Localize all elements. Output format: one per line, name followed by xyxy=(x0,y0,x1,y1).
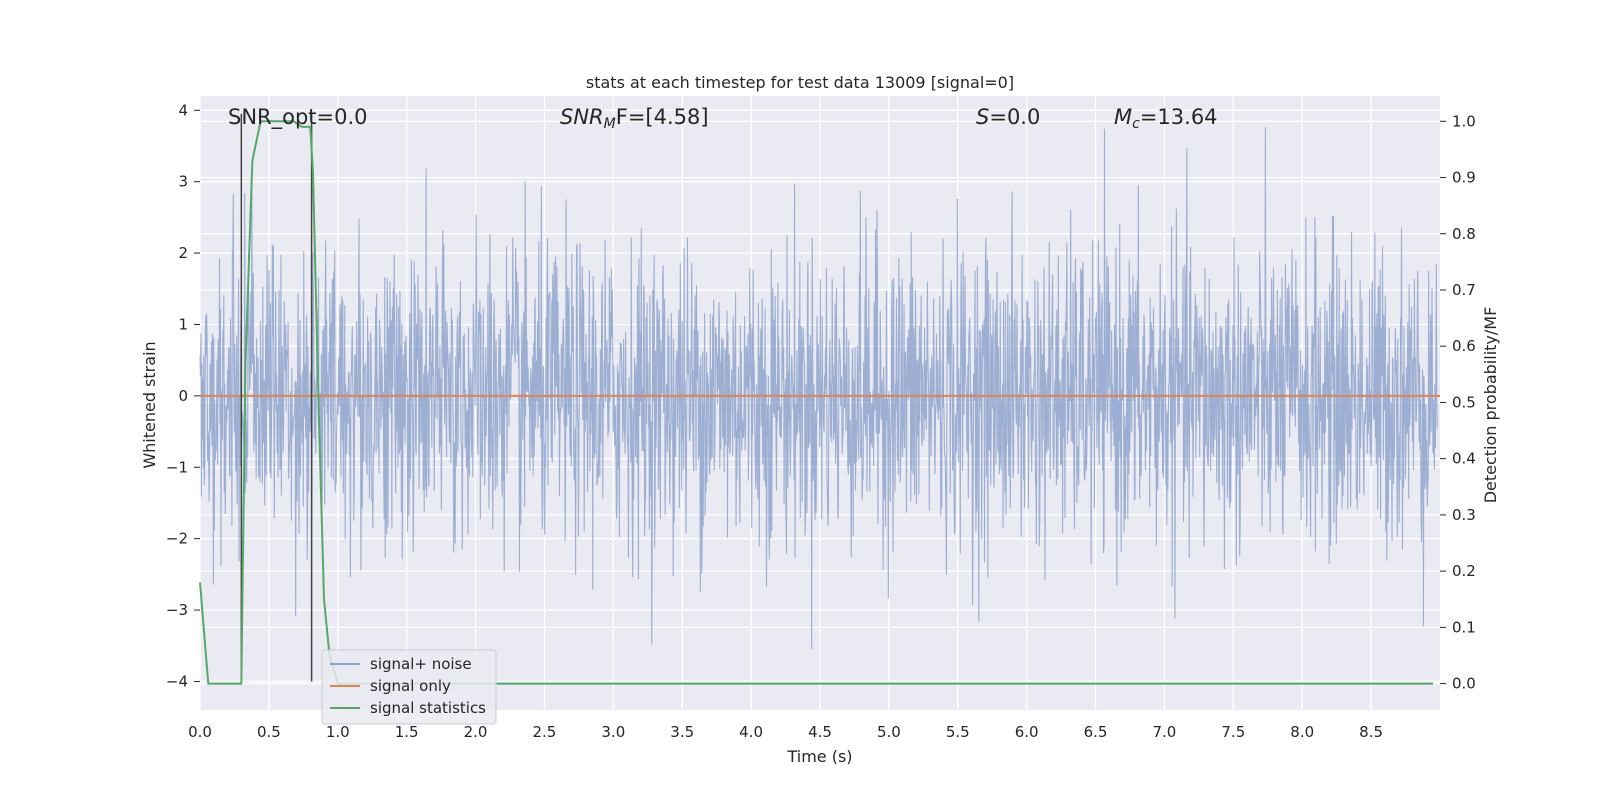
y-tick-label: 3 xyxy=(178,173,188,191)
y-tick-label: 4 xyxy=(178,101,188,119)
x-tick-label: 7.5 xyxy=(1221,723,1245,741)
right-tick-label: 0.8 xyxy=(1452,225,1476,243)
right-axis-label: Detection probability/MF xyxy=(1481,307,1500,504)
x-tick-label: 0.0 xyxy=(188,723,212,741)
right-axis-ticks: 0.0 0.1 0.2 0.3 0.4 0.5 0.6 0.7 0.8 0.9 1.0 xyxy=(1440,112,1476,693)
x-tick-label: 5.0 xyxy=(877,723,901,741)
signal-plus-noise-line xyxy=(199,127,1438,650)
y-axis-label: Whitened strain xyxy=(140,341,159,468)
legend-label-signal-statistics: signal statistics xyxy=(370,699,486,717)
x-tick-label: 0.5 xyxy=(257,723,281,741)
annotation-mc: Mc=13.64 xyxy=(1114,105,1218,132)
legend: signal+ noise signal only signal statist… xyxy=(321,649,497,725)
y-tick-label: −4 xyxy=(166,672,188,690)
right-tick-label: 0.7 xyxy=(1452,281,1476,299)
x-tick-label: 3.5 xyxy=(670,723,694,741)
right-tick-label: 0.3 xyxy=(1452,506,1476,524)
legend-label-signal-only: signal only xyxy=(370,677,451,695)
legend-box xyxy=(321,649,497,725)
x-tick-label: 4.0 xyxy=(739,723,763,741)
x-tick-label: 8.5 xyxy=(1359,723,1383,741)
series-lines xyxy=(199,113,1440,685)
x-tick-label: 1.0 xyxy=(326,723,350,741)
y-tick-label: 2 xyxy=(178,244,188,262)
x-tick-label: 4.5 xyxy=(808,723,832,741)
right-tick-label: 0.5 xyxy=(1452,393,1476,411)
right-tick-label: 0.6 xyxy=(1452,337,1476,355)
x-tick-label: 6.5 xyxy=(1084,723,1108,741)
chart-title: stats at each timestep for test data 130… xyxy=(586,73,1014,92)
y-tick-label: −3 xyxy=(166,601,188,619)
series-signal-plus-noise xyxy=(199,127,1438,650)
right-tick-label: 0.0 xyxy=(1452,675,1476,693)
x-axis-ticks: 0.0 0.5 1.0 1.5 2.0 2.5 3.0 3.5 4.0 4.5 5.0 5.5 6.0 6… xyxy=(188,723,1383,741)
x-tick-label: 3.0 xyxy=(601,723,625,741)
right-tick-label: 0.9 xyxy=(1452,169,1476,187)
y-tick-label: −1 xyxy=(166,458,188,476)
y-tick-label: −2 xyxy=(166,530,188,548)
x-tick-label: 7.0 xyxy=(1153,723,1177,741)
y-tick-label: 1 xyxy=(178,315,188,333)
annotation-snr-opt: SNR_opt=0.0 xyxy=(228,105,368,130)
x-tick-label: 2.0 xyxy=(464,723,488,741)
right-tick-label: 1.0 xyxy=(1452,112,1476,130)
x-tick-label: 2.5 xyxy=(533,723,557,741)
x-tick-label: 5.5 xyxy=(946,723,970,741)
x-tick-label: 1.5 xyxy=(395,723,419,741)
x-axis-label: Time (s) xyxy=(786,747,852,766)
right-tick-label: 0.2 xyxy=(1452,562,1476,580)
x-tick-label: 8.0 xyxy=(1290,723,1314,741)
legend-label-signal-plus-noise: signal+ noise xyxy=(370,655,472,673)
y-tick-label: 0 xyxy=(178,387,188,405)
annotation-snr-mf: SNRMF=[4.58] xyxy=(560,105,709,132)
signal-statistics-line xyxy=(199,120,1434,685)
right-tick-label: 0.4 xyxy=(1452,450,1476,468)
y-axis-ticks: −4 −3 −2 −1 0 1 2 3 4 xyxy=(166,101,200,690)
annotation-s: S=0.0 xyxy=(976,105,1040,129)
right-tick-label: 0.1 xyxy=(1452,618,1476,636)
x-tick-label: 6.0 xyxy=(1015,723,1039,741)
